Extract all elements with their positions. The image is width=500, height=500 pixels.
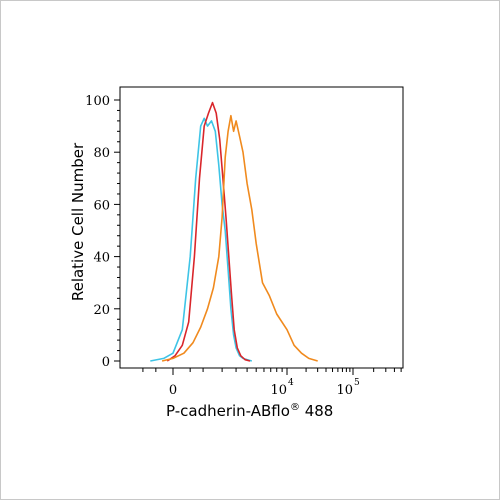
- x-tick-label: 10: [336, 383, 353, 398]
- x-axis-title: P-cadherin-ABflo® 488: [166, 402, 333, 420]
- y-tick-label: 80: [93, 146, 110, 161]
- y-axis-title: Relative Cell Number: [69, 142, 87, 301]
- x-axis-title-main: P-cadherin-ABflo: [166, 402, 290, 420]
- x-tick-label: 10: [270, 383, 287, 398]
- y-tick-label: 40: [93, 251, 110, 266]
- x-axis-title-reg: ®: [290, 402, 300, 413]
- plot-border: [119, 86, 404, 369]
- y-tick-label: 60: [93, 198, 110, 213]
- series-line-1: [150, 117, 253, 362]
- x-axis-title-tail: 488: [300, 402, 333, 420]
- y-tick-label: 0: [102, 355, 110, 370]
- y-tick-label: 20: [93, 303, 110, 318]
- x-tick-exponent: 4: [288, 378, 294, 388]
- x-tick-label: 0: [169, 383, 177, 398]
- series-line-2: [166, 101, 251, 362]
- y-tick-label: 100: [85, 94, 110, 109]
- x-tick-exponent: 5: [354, 378, 360, 388]
- series-layer: [150, 101, 318, 362]
- series-line-3: [161, 114, 318, 362]
